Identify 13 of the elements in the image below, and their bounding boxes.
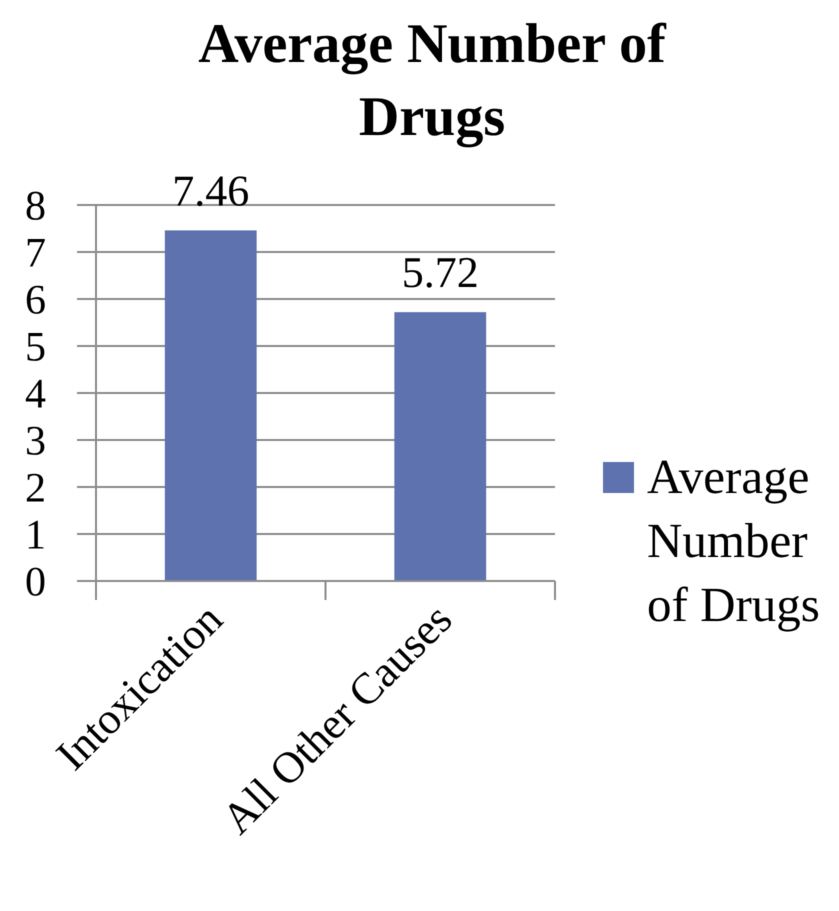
- y-tick-label: 4: [25, 372, 46, 418]
- legend-label: Average Number of Drugs: [647, 449, 820, 632]
- y-tick-label: 7: [25, 230, 46, 277]
- y-tick-label: 0: [25, 560, 46, 606]
- y-tick-label: 3: [25, 418, 46, 465]
- y-tick-label: 2: [25, 466, 46, 512]
- chart-title: Average Number of Drugs: [198, 13, 668, 148]
- y-tick-label: 6: [25, 278, 46, 324]
- y-tick-label: 5: [25, 324, 46, 371]
- y-tick-label: 1: [25, 512, 46, 559]
- data-label: 7.46: [172, 166, 250, 216]
- y-tick-label: 8: [25, 184, 46, 230]
- data-label: 5.72: [402, 248, 479, 298]
